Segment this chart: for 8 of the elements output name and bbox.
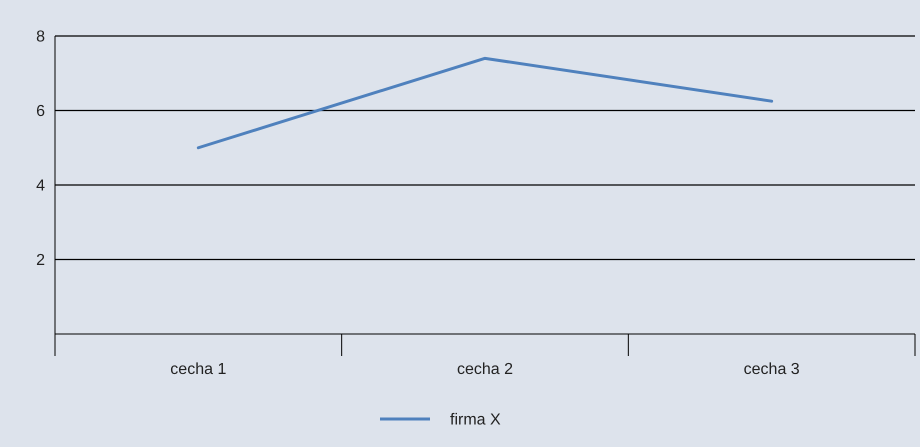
y-tick-label: 8 bbox=[36, 28, 46, 46]
x-tick-label: cecha 1 bbox=[170, 361, 226, 378]
y-tick-label: 2 bbox=[36, 252, 46, 270]
y-tick-label: 6 bbox=[36, 103, 46, 120]
x-tick-label: cecha 2 bbox=[456, 361, 514, 378]
x-tick-label: cecha 3 bbox=[744, 361, 800, 378]
y-tick-label: 4 bbox=[36, 178, 46, 195]
legend-label: firma X bbox=[450, 412, 501, 429]
